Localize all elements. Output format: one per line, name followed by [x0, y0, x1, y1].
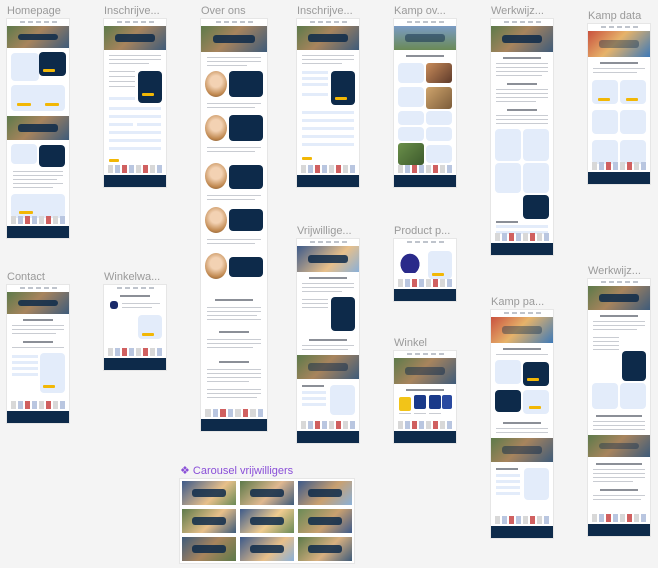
frame-label-over-ons[interactable]: Over ons: [201, 5, 246, 17]
frame-label-homepage[interactable]: Homepage: [7, 5, 61, 17]
frame-label-kamp-pagina[interactable]: Kamp pa...: [491, 296, 545, 308]
frame-vrijwilligers[interactable]: [297, 239, 359, 443]
frame-label-kamp-data[interactable]: Kamp data: [588, 10, 642, 22]
frame-winkel[interactable]: [394, 351, 456, 443]
frame-winkelwagen[interactable]: [104, 285, 166, 370]
frame-product-pagina[interactable]: [394, 239, 456, 301]
frame-werkwijze-1[interactable]: [491, 19, 553, 255]
frame-inschrijven-2[interactable]: [297, 19, 359, 187]
component-label-carousel[interactable]: ❖ Carousel vrijwilligers: [180, 465, 294, 477]
frame-label-werkwijze-1[interactable]: Werkwijz...: [491, 5, 544, 17]
frame-label-winkelwagen[interactable]: Winkelwa...: [104, 271, 161, 283]
frame-label-kamp-overzicht[interactable]: Kamp ov...: [394, 5, 446, 17]
frame-label-winkel[interactable]: Winkel: [394, 337, 428, 349]
frame-over-ons[interactable]: [201, 19, 267, 431]
frame-label-werkwijze-2[interactable]: Werkwijz...: [588, 265, 641, 277]
frame-homepage[interactable]: [7, 19, 69, 238]
frame-label-vrijwilligers[interactable]: Vrijwillige...: [297, 225, 352, 237]
frame-kamp-data[interactable]: [588, 24, 650, 184]
frame-label-contact[interactable]: Contact: [7, 271, 45, 283]
frame-label-inschrijven-2[interactable]: Inschrijve...: [297, 5, 353, 17]
frame-kamp-pagina[interactable]: [491, 310, 553, 538]
component-diamond-icon: ❖: [180, 465, 193, 477]
frame-kamp-overzicht[interactable]: [394, 19, 456, 187]
frame-inschrijven-1[interactable]: [104, 19, 166, 187]
frame-label-inschrijven-1[interactable]: Inschrijve...: [104, 5, 160, 17]
frame-contact[interactable]: [7, 285, 69, 423]
component-carousel-vrijwilligers[interactable]: [180, 479, 354, 563]
frame-werkwijze-2[interactable]: [588, 279, 650, 536]
frame-label-product-pagina[interactable]: Product p...: [394, 225, 451, 237]
